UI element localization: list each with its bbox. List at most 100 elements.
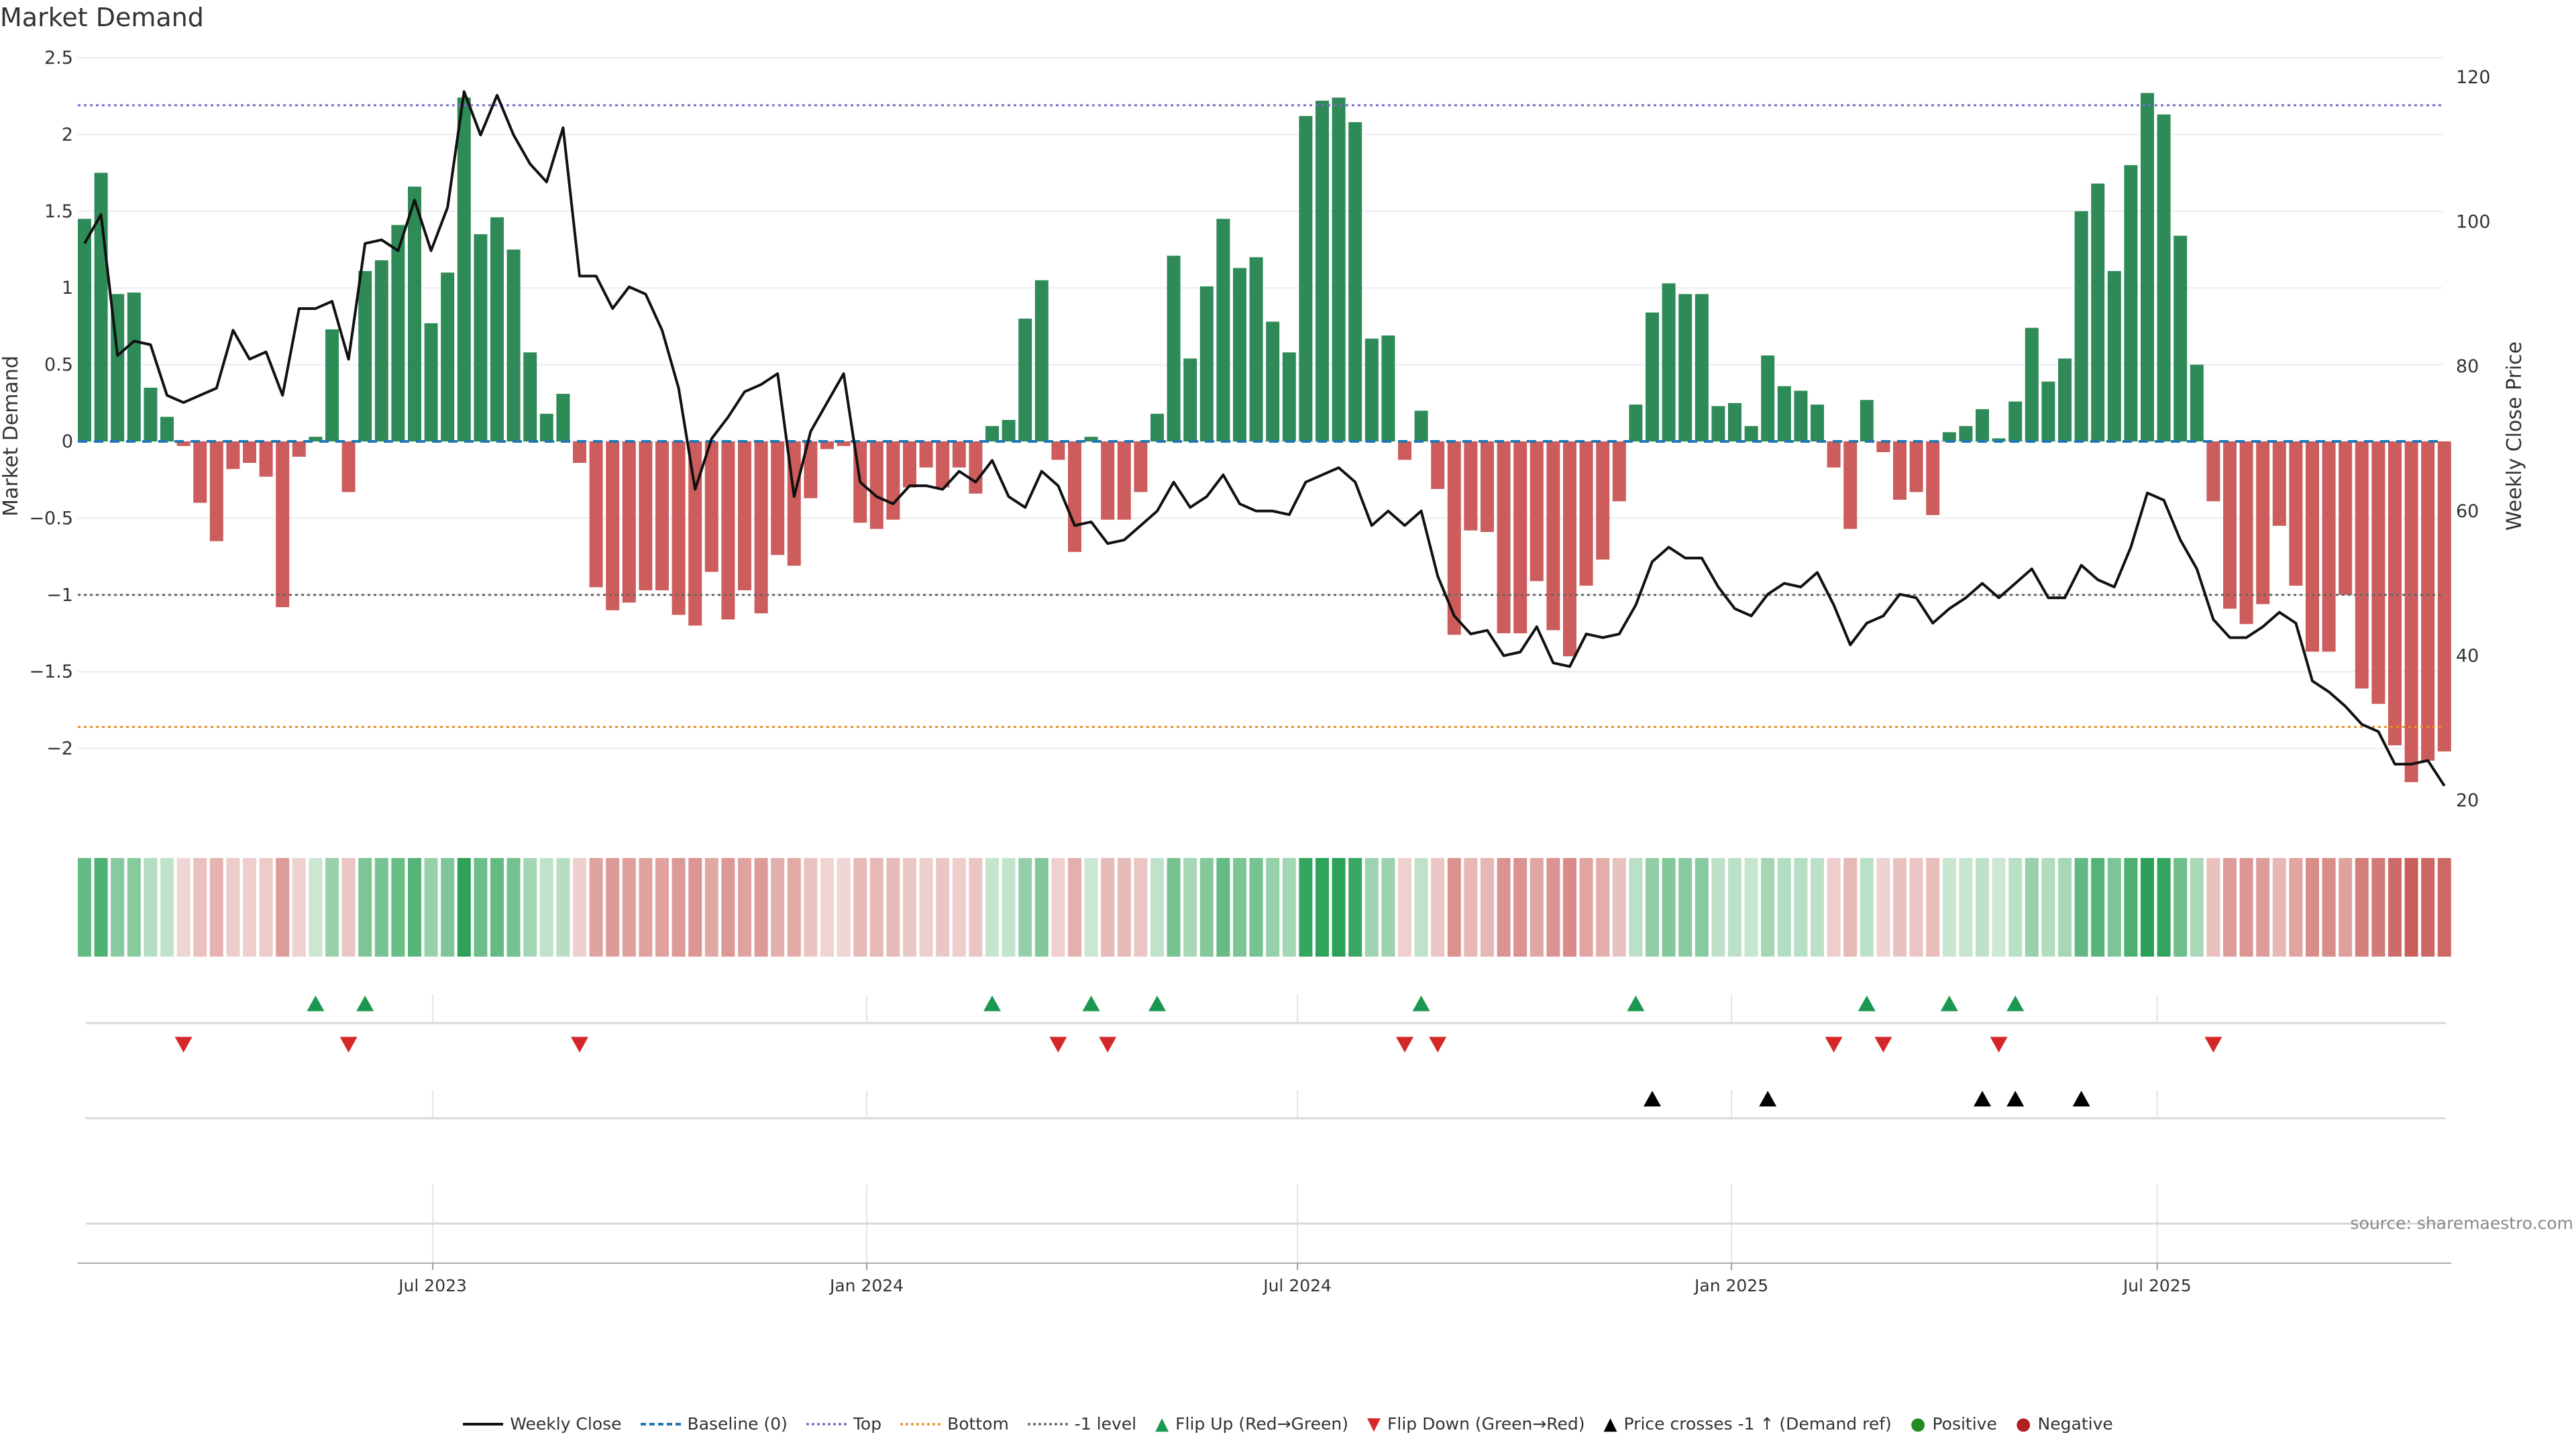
demand-bar: [176, 441, 191, 446]
demand-bar: [655, 441, 669, 590]
demand-bar: [606, 441, 620, 610]
demand-bar: [2289, 441, 2303, 586]
demand-bar: [1646, 312, 1659, 441]
demand-bar: [1266, 321, 1280, 441]
demand-bar: [804, 441, 818, 498]
heatmap-cell: [771, 858, 785, 957]
demand-bar: [1711, 406, 1725, 441]
demand-bar: [2058, 358, 2072, 441]
heatmap-cell: [1695, 858, 1709, 957]
heatmap-cell: [738, 858, 751, 957]
heatmap-cell: [2008, 858, 2023, 957]
y-tick-label: 2: [62, 124, 73, 145]
heatmap-cell: [2306, 858, 2319, 957]
demand-bar: [374, 260, 388, 441]
demand-bar: [490, 217, 504, 441]
heatmap-cell: [804, 858, 818, 957]
heatmap-cell: [276, 858, 290, 957]
heatmap-cell: [1431, 858, 1445, 957]
heatmap-cell: [292, 858, 306, 957]
legend-item-flip-down: ▼ Flip Down (Green→Red): [1367, 1414, 1585, 1434]
heatmap-cell: [539, 858, 553, 957]
demand-bar: [2141, 93, 2154, 441]
heatmap-cell: [2074, 858, 2088, 957]
heatmap-cell: [1249, 858, 1263, 957]
demand-bar: [2239, 441, 2253, 625]
demand-bar: [2091, 183, 2105, 441]
demand-bar: [1381, 335, 1395, 441]
flip-down-marker: [339, 1036, 358, 1053]
flip-up-marker: [1858, 996, 1876, 1012]
heatmap-cell: [1398, 858, 1411, 957]
heatmap-cell: [111, 858, 125, 957]
demand-bar: [1860, 400, 1874, 441]
demand-bar: [771, 441, 785, 555]
heatmap-cell: [639, 858, 653, 957]
demand-bar: [1134, 441, 1148, 492]
y-tick-label: −2: [46, 739, 73, 759]
heatmap-cell: [424, 858, 438, 957]
heatmap-cell: [1909, 858, 1923, 957]
flip-down-marker: [1874, 1036, 1892, 1053]
heatmap-cell: [1579, 858, 1593, 957]
heatmap-cell: [2421, 858, 2435, 957]
demand-bar: [1414, 411, 1428, 441]
heatmap-cell: [309, 858, 323, 957]
flip-down-marker: [1825, 1036, 1843, 1053]
heatmap-cell: [820, 858, 834, 957]
legend-item-top: Top: [806, 1414, 881, 1434]
demand-bar: [1481, 441, 1494, 532]
heatmap-cell: [2206, 858, 2220, 957]
legend: Weekly Close Baseline (0) Top Bottom -1 leve…: [0, 1414, 2576, 1434]
heatmap-cell: [1299, 858, 1313, 957]
heatmap-cell: [936, 858, 950, 957]
heatmap-cell: [144, 858, 158, 957]
heatmap-cell: [2322, 858, 2336, 957]
heatmap-cell: [78, 858, 91, 957]
demand-bar: [2256, 441, 2270, 604]
heatmap-cell: [1216, 858, 1230, 957]
heatmap-cell: [1678, 858, 1693, 957]
heatmap-cell: [2239, 858, 2253, 957]
heatmap-cell: [2157, 858, 2171, 957]
heatmap-cell: [209, 858, 223, 957]
heatmap-cell: [1183, 858, 1197, 957]
heatmap-cell: [589, 858, 603, 957]
flip-up-marker: [356, 996, 374, 1012]
heatmap-cell: [2355, 858, 2369, 957]
heatmap-cell: [490, 858, 504, 957]
demand-bar: [2008, 401, 2023, 441]
demand-bar: [2107, 271, 2121, 441]
demand-bar: [341, 441, 356, 492]
heatmap-cell: [1018, 858, 1032, 957]
demand-bar: [2025, 327, 2039, 441]
y2-tick-label: 80: [2456, 356, 2479, 377]
demand-bar: [1811, 405, 1824, 441]
demand-bar: [259, 441, 273, 477]
heatmap-cell: [441, 858, 455, 957]
demand-bar: [738, 441, 751, 590]
demand-bar: [1893, 441, 1907, 500]
demand-bar: [820, 441, 834, 449]
demand-bar: [1959, 426, 1973, 441]
legend-item-flip-up: ▲ Flip Up (Red→Green): [1155, 1414, 1348, 1434]
demand-bar: [1612, 441, 1626, 502]
legend-label: Price crosses -1 ↑ (Demand ref): [1623, 1414, 1892, 1434]
heatmap-cell: [176, 858, 191, 957]
y-tick-label: 2.5: [44, 48, 73, 68]
heatmap-cell: [1117, 858, 1131, 957]
demand-bar: [1447, 441, 1461, 635]
demand-bar: [1002, 419, 1016, 441]
demand-bar: [1282, 352, 1296, 441]
heatmap-cell: [903, 858, 916, 957]
demand-bar: [441, 272, 455, 441]
heatmap-cell: [1513, 858, 1527, 957]
flip-up-marker: [2006, 996, 2025, 1012]
legend-swatch: [1027, 1422, 1068, 1426]
demand-bar: [1167, 256, 1181, 441]
heatmap-cell: [655, 858, 669, 957]
heatmap-cell: [1794, 858, 1808, 957]
demand-bar: [127, 292, 141, 441]
price-cross-marker: [2006, 1091, 2025, 1107]
heatmap-cell: [606, 858, 620, 957]
